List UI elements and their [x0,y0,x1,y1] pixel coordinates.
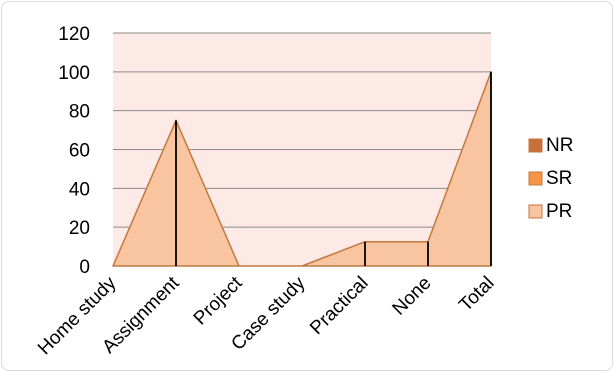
y-tick-label: 100 [58,63,90,84]
legend-label-sr: SR [546,168,572,189]
legend-swatch-pr [528,204,543,219]
x-tick-label: Practical [306,273,372,339]
y-tick-label: 20 [69,218,90,239]
legend-swatch-nr [528,138,543,153]
y-tick-label: 40 [69,179,90,200]
drop-lines [175,71,492,266]
x-tick-label: None [389,273,436,320]
y-tick-label: 60 [69,141,90,162]
x-tick-label: Project [190,272,247,329]
legend-label-pr: PR [546,201,572,222]
legend-swatch-sr [528,171,543,186]
legend-label-nr: NR [546,135,573,156]
y-tick-label: 0 [79,257,90,278]
y-tick-label: 80 [69,102,90,123]
y-axis-ticks: 0 20 40 60 80 100 120 [58,24,90,278]
legend: NR SR PR [528,135,573,222]
y-tick-label: 120 [58,24,90,45]
x-tick-label: Total [455,273,498,316]
